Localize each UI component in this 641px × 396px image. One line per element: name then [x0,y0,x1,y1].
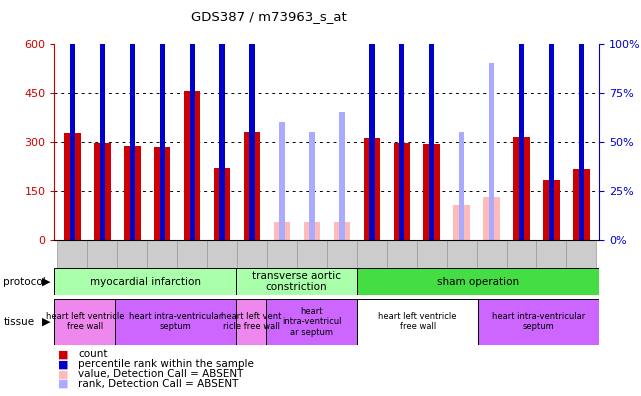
Bar [489,63,494,240]
Bar [207,240,237,289]
Bar [567,240,596,289]
Text: ■: ■ [58,379,68,389]
Bar [357,240,387,289]
Bar [70,0,75,240]
Text: ■: ■ [58,369,68,379]
Bar [100,0,105,240]
Bar [369,0,374,240]
Bar [236,299,267,345]
Text: transverse aortic
constriction: transverse aortic constriction [252,271,341,292]
Text: heart intra-ventricular
septum: heart intra-ventricular septum [492,312,585,331]
Bar [267,299,357,345]
Bar [219,0,225,240]
Bar [54,268,236,295]
Bar [506,240,537,289]
Bar [334,222,350,240]
Bar [424,144,440,240]
Text: heart left vent
ricle free wall: heart left vent ricle free wall [221,312,281,331]
Bar [537,240,567,289]
Bar [399,0,404,240]
Bar [573,169,590,240]
Bar [279,122,285,240]
Bar [543,180,560,240]
Text: heart intra-ventricular
septum: heart intra-ventricular septum [129,312,222,331]
Bar [184,91,201,240]
Text: rank, Detection Call = ABSENT: rank, Detection Call = ABSENT [78,379,238,389]
Bar [177,240,207,289]
Bar [236,268,357,295]
Bar [579,0,584,240]
Bar [477,240,506,289]
Bar [483,197,500,240]
Bar [394,143,410,240]
Bar [549,0,554,240]
Bar [94,143,111,240]
Text: ■: ■ [58,359,68,369]
Text: GDS387 / m73963_s_at: GDS387 / m73963_s_at [192,10,347,23]
Text: percentile rank within the sample: percentile rank within the sample [78,359,254,369]
Bar [447,240,477,289]
Bar [429,0,435,240]
Bar [453,205,470,240]
Bar [115,299,236,345]
Bar [297,240,327,289]
Bar [417,240,447,289]
Bar [478,299,599,345]
Bar [519,0,524,240]
Bar [237,240,267,289]
Text: count: count [78,349,108,360]
Bar [459,132,464,240]
Bar [339,112,345,240]
Text: sham operation: sham operation [437,276,519,287]
Bar [129,0,135,240]
Bar [309,132,315,240]
Bar [304,222,320,240]
Bar [124,146,140,240]
Text: ■: ■ [58,349,68,360]
Bar [58,240,87,289]
Bar [357,268,599,295]
Bar [64,133,81,240]
Bar [327,240,357,289]
Text: ▶: ▶ [42,317,51,327]
Text: myocardial infarction: myocardial infarction [90,276,201,287]
Bar [154,147,171,240]
Text: heart
intra-ventricul
ar septum: heart intra-ventricul ar septum [282,307,342,337]
Bar [147,240,177,289]
Bar [87,240,117,289]
Bar [117,240,147,289]
Bar [160,0,165,240]
Text: ▶: ▶ [42,276,51,287]
Bar [190,0,195,240]
Bar [513,137,529,240]
Bar [214,168,230,240]
Text: heart left ventricle
free wall: heart left ventricle free wall [46,312,124,331]
Bar [267,240,297,289]
Bar [357,299,478,345]
Bar [363,138,380,240]
Text: heart left ventricle
free wall: heart left ventricle free wall [378,312,457,331]
Bar [244,132,260,240]
Bar [274,222,290,240]
Bar [54,299,115,345]
Bar [249,0,254,240]
Text: value, Detection Call = ABSENT: value, Detection Call = ABSENT [78,369,244,379]
Text: protocol: protocol [3,276,46,287]
Text: tissue: tissue [3,317,35,327]
Bar [387,240,417,289]
